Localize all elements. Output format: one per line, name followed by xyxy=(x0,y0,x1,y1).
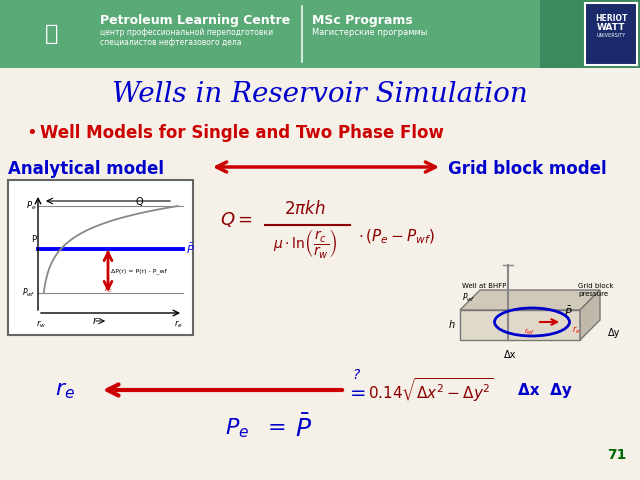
Text: $r_e$: $r_e$ xyxy=(173,318,182,329)
Polygon shape xyxy=(460,290,600,310)
Text: WATT: WATT xyxy=(596,23,625,32)
Text: Wells in Reservoir Simulation: Wells in Reservoir Simulation xyxy=(112,82,528,108)
Text: $0.14\sqrt{\Delta x^2-\Delta y^2}$: $0.14\sqrt{\Delta x^2-\Delta y^2}$ xyxy=(368,376,494,404)
Text: r: r xyxy=(93,316,97,326)
Text: $r_e$: $r_e$ xyxy=(55,379,75,401)
Text: $r_{wf}$: $r_{wf}$ xyxy=(524,327,536,337)
Text: Q: Q xyxy=(136,197,143,207)
Text: Δy: Δy xyxy=(608,328,620,338)
Text: Магистерские программы: Магистерские программы xyxy=(312,28,428,37)
Text: P: P xyxy=(31,235,36,243)
Bar xyxy=(8,180,193,335)
Text: h: h xyxy=(449,320,455,330)
Text: Δx  Δy: Δx Δy xyxy=(518,383,572,397)
Text: $P_{wf}$: $P_{wf}$ xyxy=(22,287,36,299)
Text: $2\pi kh$: $2\pi kh$ xyxy=(284,200,326,218)
Bar xyxy=(0,0,640,68)
Text: Grid block: Grid block xyxy=(578,283,614,289)
Text: 🎓: 🎓 xyxy=(45,24,59,44)
Text: $\mu \cdot \ln\!\left(\dfrac{r_c}{r_w}\right)$: $\mu \cdot \ln\!\left(\dfrac{r_c}{r_w}\r… xyxy=(273,227,337,260)
Text: $\cdot\,(P_e - P_{wf})$: $\cdot\,(P_e - P_{wf})$ xyxy=(358,228,435,246)
Text: центр профессиональной переподготовки: центр профессиональной переподготовки xyxy=(100,28,273,37)
Text: Analytical model: Analytical model xyxy=(8,160,164,178)
Text: $\bar{P}$: $\bar{P}$ xyxy=(564,305,573,319)
Text: $r_e$: $r_e$ xyxy=(572,325,580,336)
Text: Petroleum Learning Centre: Petroleum Learning Centre xyxy=(100,14,291,27)
Text: $P_e$: $P_e$ xyxy=(225,416,249,440)
Text: ?: ? xyxy=(352,368,360,382)
Bar xyxy=(585,3,637,65)
Polygon shape xyxy=(460,310,580,340)
Text: $r_w$: $r_w$ xyxy=(36,318,46,329)
Text: =: = xyxy=(268,418,287,438)
Text: Δx: Δx xyxy=(504,350,516,360)
Text: ΔP(r) = P(r) - P_wf: ΔP(r) = P(r) - P_wf xyxy=(111,268,167,274)
Text: $\bar{P}$: $\bar{P}$ xyxy=(295,415,312,442)
Text: Well Models for Single and Two Phase Flow: Well Models for Single and Two Phase Flo… xyxy=(40,124,444,142)
Text: $P_e$: $P_e$ xyxy=(26,200,36,212)
Text: $Q =$: $Q =$ xyxy=(220,210,253,229)
Bar xyxy=(540,0,640,68)
Text: $\bar{P}$: $\bar{P}$ xyxy=(186,242,195,256)
Text: специалистов нефтегазового дела: специалистов нефтегазового дела xyxy=(100,38,241,47)
Text: Well at BHFP: Well at BHFP xyxy=(462,283,506,289)
Text: UNIVERSITY: UNIVERSITY xyxy=(596,33,626,38)
Text: HERIOT: HERIOT xyxy=(595,14,627,23)
Text: MSc Programs: MSc Programs xyxy=(312,14,413,27)
Text: =: = xyxy=(350,384,367,403)
Polygon shape xyxy=(580,290,600,340)
Text: Grid block model: Grid block model xyxy=(448,160,607,178)
Text: pressure: pressure xyxy=(578,291,608,297)
Text: •: • xyxy=(26,124,36,142)
Text: $P_{wf}$: $P_{wf}$ xyxy=(462,291,476,303)
Text: $r_c$: $r_c$ xyxy=(104,284,112,295)
Text: 71: 71 xyxy=(607,448,627,462)
